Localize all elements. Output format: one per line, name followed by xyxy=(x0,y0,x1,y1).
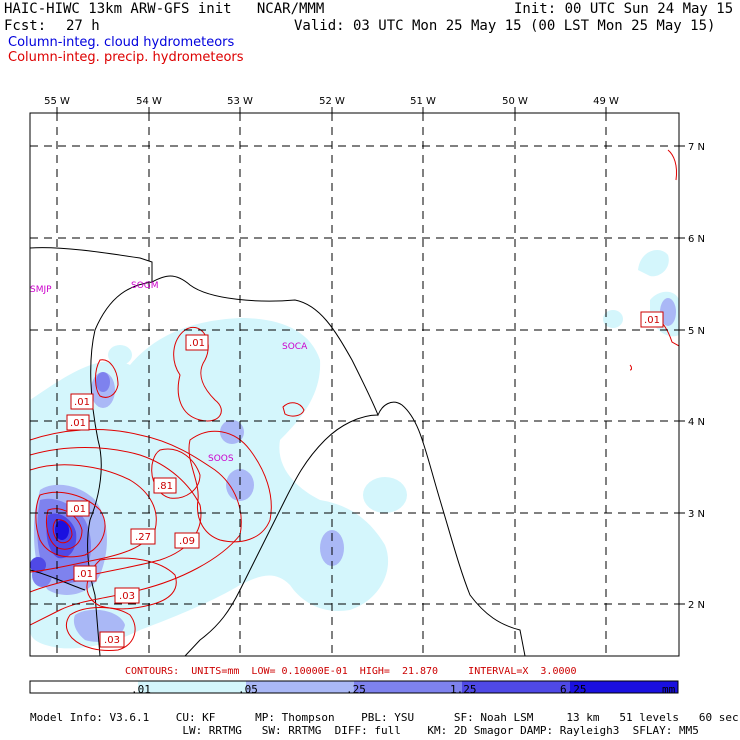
lon-label-50w: 50 W xyxy=(502,96,528,107)
colorbar-tick: .25 xyxy=(346,683,366,696)
lat-label-7n: 7 N xyxy=(688,142,705,153)
forecast-label: Fcst: xyxy=(4,18,47,34)
coastline xyxy=(30,247,526,656)
colorbar-tick: 6.25 xyxy=(560,683,587,696)
station-soca: SOCA xyxy=(282,342,308,352)
colorbar-tick: .05 xyxy=(238,683,258,696)
station-sogm: SOGM xyxy=(131,281,159,291)
colorbar-tick: .01 xyxy=(131,683,151,696)
lon-label-53w: 53 W xyxy=(227,96,253,107)
model-info-line1: Model Info: V3.6.1 CU: KF MP: Thompson P… xyxy=(30,711,739,724)
contour-label: .81 xyxy=(157,481,173,492)
station-smjp: SMJP xyxy=(30,285,52,295)
lat-label-3n: 3 N xyxy=(688,509,705,520)
forecast-value: 27 h xyxy=(66,18,100,34)
contour-label: .09 xyxy=(179,536,195,547)
contour-label: .01 xyxy=(70,418,86,429)
station-soos: SOOS xyxy=(208,454,234,464)
lat-label-2n: 2 N xyxy=(688,600,705,611)
map-frame xyxy=(29,112,680,657)
colorbar-tick: 1.25 xyxy=(450,683,477,696)
lon-label-51w: 51 W xyxy=(410,96,436,107)
contour-info: CONTOURS: UNITS=mm LOW= 0.10000E-01 HIGH… xyxy=(125,666,577,677)
colorbar-units: mm xyxy=(662,683,676,696)
contour-label: .03 xyxy=(104,635,120,646)
lon-label-49w: 49 W xyxy=(593,96,619,107)
lat-label-6n: 6 N xyxy=(688,234,705,245)
lon-label-54w: 54 W xyxy=(136,96,162,107)
contour-label: .03 xyxy=(119,591,135,602)
contour-label: .01 xyxy=(644,315,660,326)
lat-label-5n: 5 N xyxy=(688,326,705,337)
field-cloud-legend: Column-integ. cloud hydrometeors xyxy=(8,35,235,50)
lat-label-4n: 4 N xyxy=(688,417,705,428)
graticule xyxy=(30,113,679,656)
model-info-line2: LW: RRTMG SW: RRTMG DIFF: full KM: 2D Sm… xyxy=(30,724,699,737)
lon-label-55w: 55 W xyxy=(44,96,70,107)
init-time: Init: 00 UTC Sun 24 May 15 xyxy=(514,1,734,17)
lon-label-52w: 52 W xyxy=(319,96,345,107)
contour-label: .01 xyxy=(189,338,205,349)
axis-ticks xyxy=(56,107,685,605)
contour-label: .01 xyxy=(74,397,90,408)
contour-label: .27 xyxy=(135,532,151,543)
contour-label: .01 xyxy=(77,569,93,580)
valid-time: Valid: 03 UTC Mon 25 May 15 (00 LST Mon … xyxy=(294,18,716,34)
contour-label: .01 xyxy=(70,504,86,515)
plot-title: HAIC-HIWC 13km ARW-GFS init NCAR/MMM xyxy=(4,1,325,17)
field-precip-legend: Column-integ. precip. hydrometeors xyxy=(8,50,244,65)
colorbar xyxy=(29,680,679,694)
